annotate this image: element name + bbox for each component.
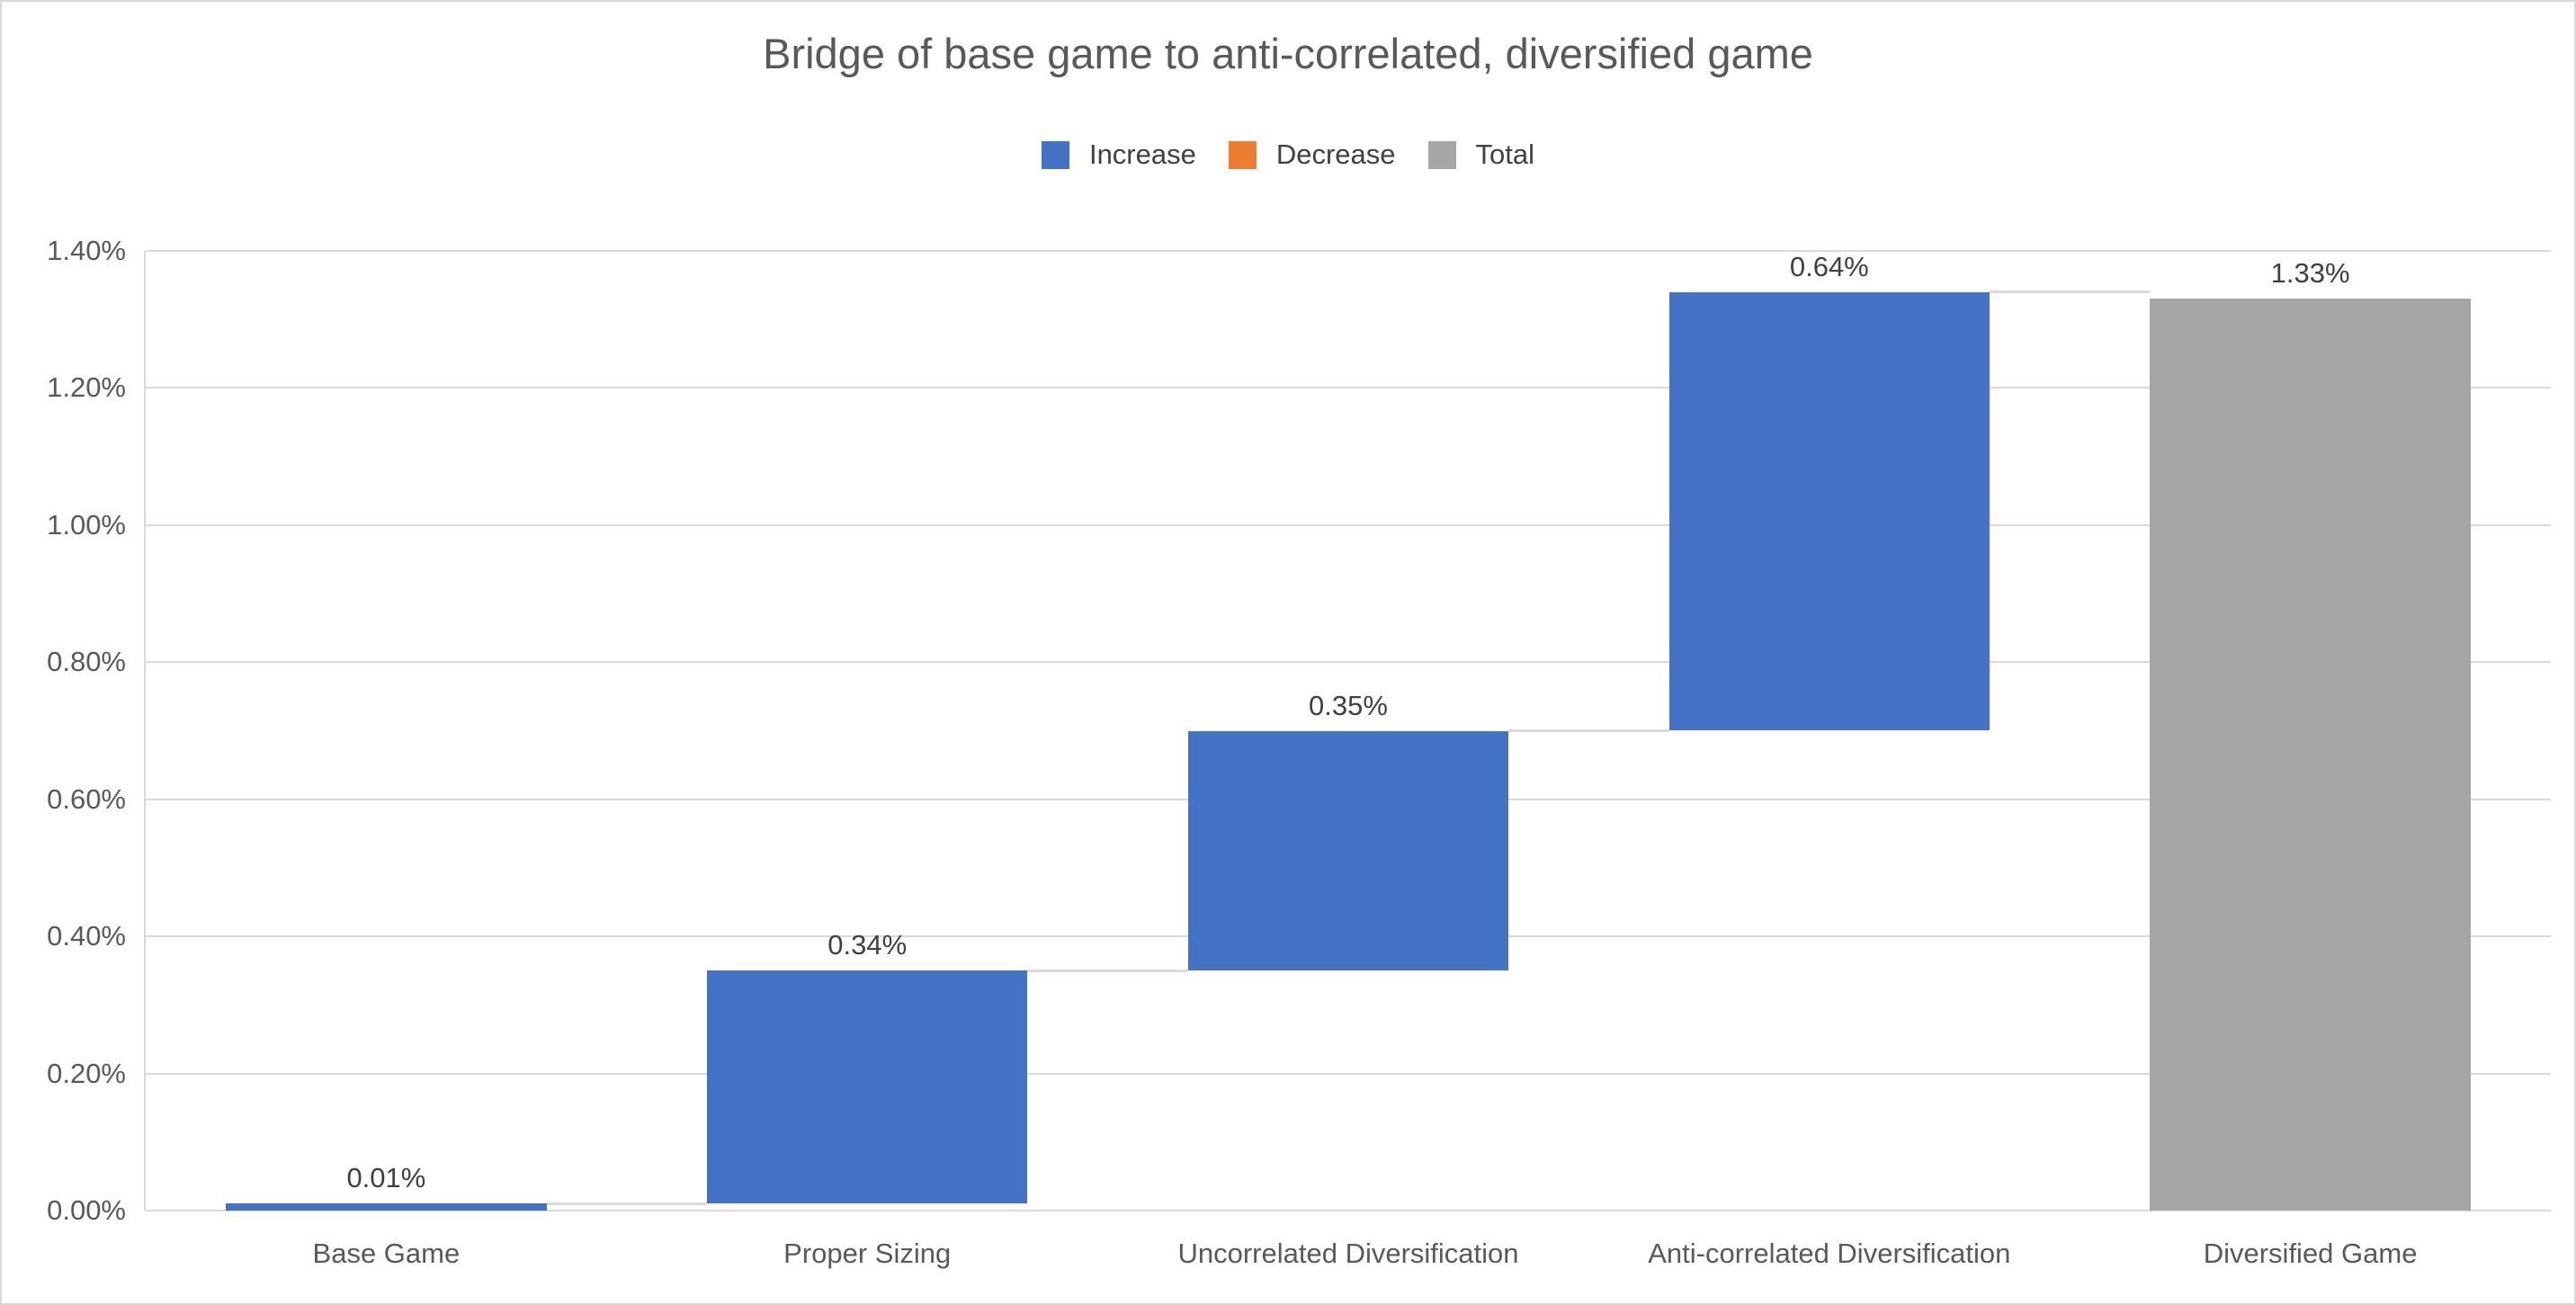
bar-anti-correlated-diversification <box>1668 291 1990 731</box>
bar-diversified-game <box>2150 299 2471 1211</box>
x-axis-category-label: Proper Sizing <box>783 1238 952 1269</box>
y-axis-tick-label: 1.00% <box>47 508 126 541</box>
legend-label: Decrease <box>1275 139 1396 170</box>
y-axis: 0.00% 0.20% 0.40% 0.60% 0.80% 1.00% 1.20% 1.40% <box>2 235 126 1226</box>
gridline <box>146 523 2551 526</box>
bar-uncorrelated-diversification <box>1187 730 1509 971</box>
connector-line <box>1508 729 1669 732</box>
bar-value-label: 0.34% <box>827 929 908 961</box>
gridline <box>146 250 2551 252</box>
x-axis-category-label: Base Game <box>312 1238 461 1269</box>
legend-label: Total <box>1475 139 1535 170</box>
connector-line <box>546 1202 707 1205</box>
y-axis-tick-label: 0.60% <box>47 782 126 815</box>
gridline <box>146 661 2551 664</box>
bar-value-label: 0.64% <box>1789 250 1869 282</box>
bar-value-label: 0.35% <box>1309 689 1388 721</box>
gridline <box>146 1072 2551 1075</box>
x-axis-category-label: Uncorrelated Diversification <box>1177 1238 1519 1269</box>
connector-line <box>1990 290 2151 294</box>
y-axis-tick-label: 1.40% <box>47 235 126 266</box>
legend-color-swatch-total <box>1427 140 1456 169</box>
legend-item-increase: Increase <box>1041 139 1196 171</box>
y-axis-line <box>144 251 146 1211</box>
legend-color-swatch-decrease <box>1228 140 1257 169</box>
legend-item-decrease: Decrease <box>1228 139 1396 171</box>
x-axis-category-label: Anti-correlated Diversification <box>1648 1238 2011 1269</box>
bar-value-label: 1.33% <box>2270 257 2350 290</box>
y-axis-tick-label: 0.20% <box>47 1057 126 1089</box>
bar-value-label: 0.01% <box>346 1162 426 1194</box>
legend-label: Increase <box>1088 139 1196 170</box>
y-axis-tick-label: 1.20% <box>47 371 126 404</box>
y-axis-tick-label: 0.80% <box>47 646 126 678</box>
chart-legend: Increase Decrease Total <box>2 139 2574 171</box>
bar-proper-sizing <box>706 970 1028 1204</box>
chart-title: Bridge of base game to anti-correlated, … <box>763 30 1813 77</box>
connector-line <box>1027 969 1188 972</box>
x-axis: Base Game Proper Sizing Uncorrelated Diver… <box>146 1211 2551 1303</box>
legend-color-swatch-increase <box>1041 140 1069 169</box>
y-axis-tick-label: 0.40% <box>47 920 126 952</box>
plot-area: 0.01% 0.34% 0.35% 0.64% 1.33% <box>144 250 2551 1211</box>
gridline <box>146 1210 2551 1211</box>
gridline <box>146 387 2551 389</box>
x-axis-category-label: Diversified Game <box>2203 1238 2418 1269</box>
legend-item-total: Total <box>1427 139 1535 171</box>
bar-base-game <box>226 1203 547 1211</box>
y-axis-tick-label: 0.00% <box>47 1194 126 1226</box>
